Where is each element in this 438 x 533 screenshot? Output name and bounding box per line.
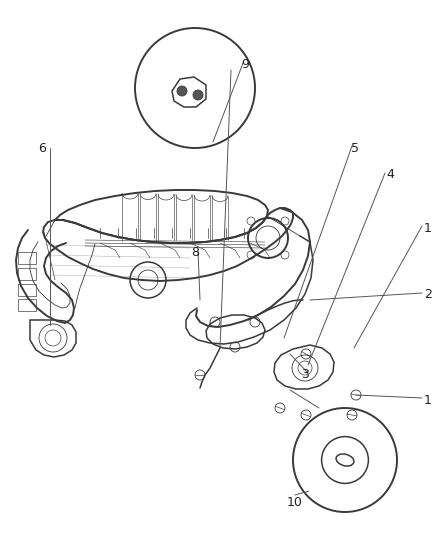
Text: 8: 8 xyxy=(191,246,199,260)
Circle shape xyxy=(193,90,203,100)
Text: 1: 1 xyxy=(424,222,432,235)
Text: 1: 1 xyxy=(424,393,432,407)
Circle shape xyxy=(177,86,187,96)
Text: 3: 3 xyxy=(301,368,309,382)
Text: 2: 2 xyxy=(424,288,432,302)
Text: 5: 5 xyxy=(351,141,359,155)
Text: 9: 9 xyxy=(241,59,249,71)
Text: 6: 6 xyxy=(38,141,46,155)
Text: 10: 10 xyxy=(287,497,303,510)
Text: 4: 4 xyxy=(386,168,394,182)
